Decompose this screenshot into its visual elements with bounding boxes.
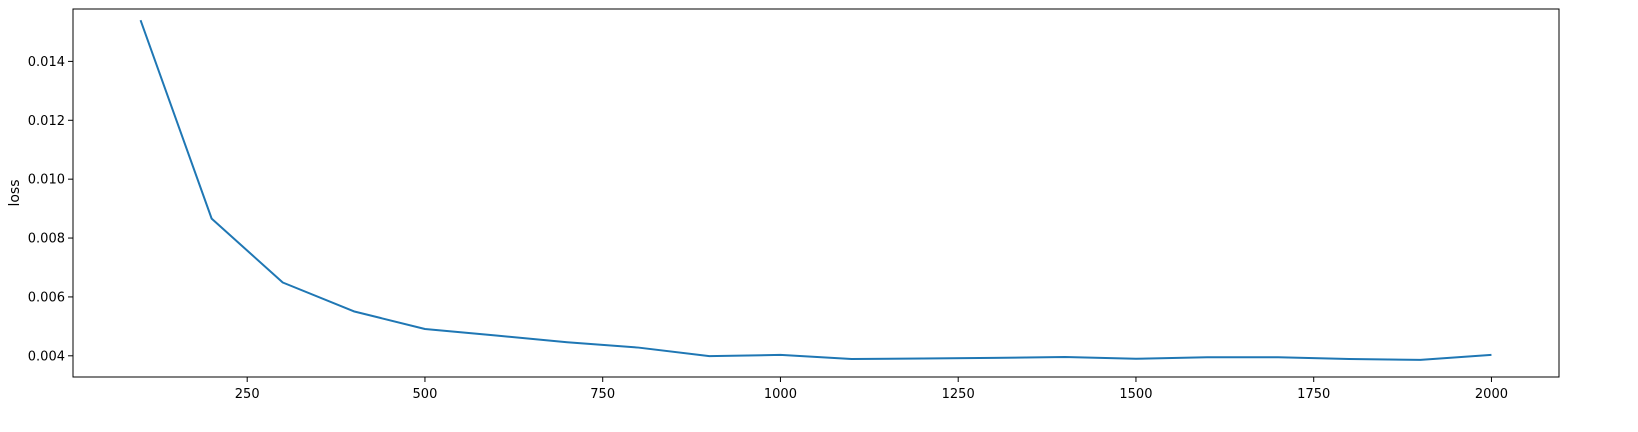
x-tick-label: 2000: [1475, 387, 1508, 402]
y-tick-label: 0.010: [28, 173, 65, 188]
y-tick-label: 0.012: [28, 114, 65, 129]
y-tick-label: 0.014: [28, 55, 65, 70]
x-tick-label: 1000: [764, 387, 797, 402]
x-tick-label: 1750: [1297, 387, 1330, 402]
y-tick-label: 0.008: [28, 232, 65, 247]
x-tick-label: 1250: [942, 387, 975, 402]
axes-layer: 250 500 750 1000 1250 1500 1750 2000 0.004 0.006 0…: [28, 8, 1560, 402]
axes-frame: [72, 8, 1560, 378]
x-tick-label: 500: [413, 387, 438, 402]
x-tick-label: 1500: [1119, 387, 1152, 402]
y-axis-label: loss: [7, 179, 23, 206]
plot-layer: [139, 19, 1492, 361]
x-tick-label: 750: [590, 387, 615, 402]
y-tick-label: 0.006: [28, 290, 65, 305]
x-tick-label: 250: [235, 387, 260, 402]
series-line-0: [139, 19, 1492, 361]
y-tick-label: 0.004: [28, 349, 65, 364]
